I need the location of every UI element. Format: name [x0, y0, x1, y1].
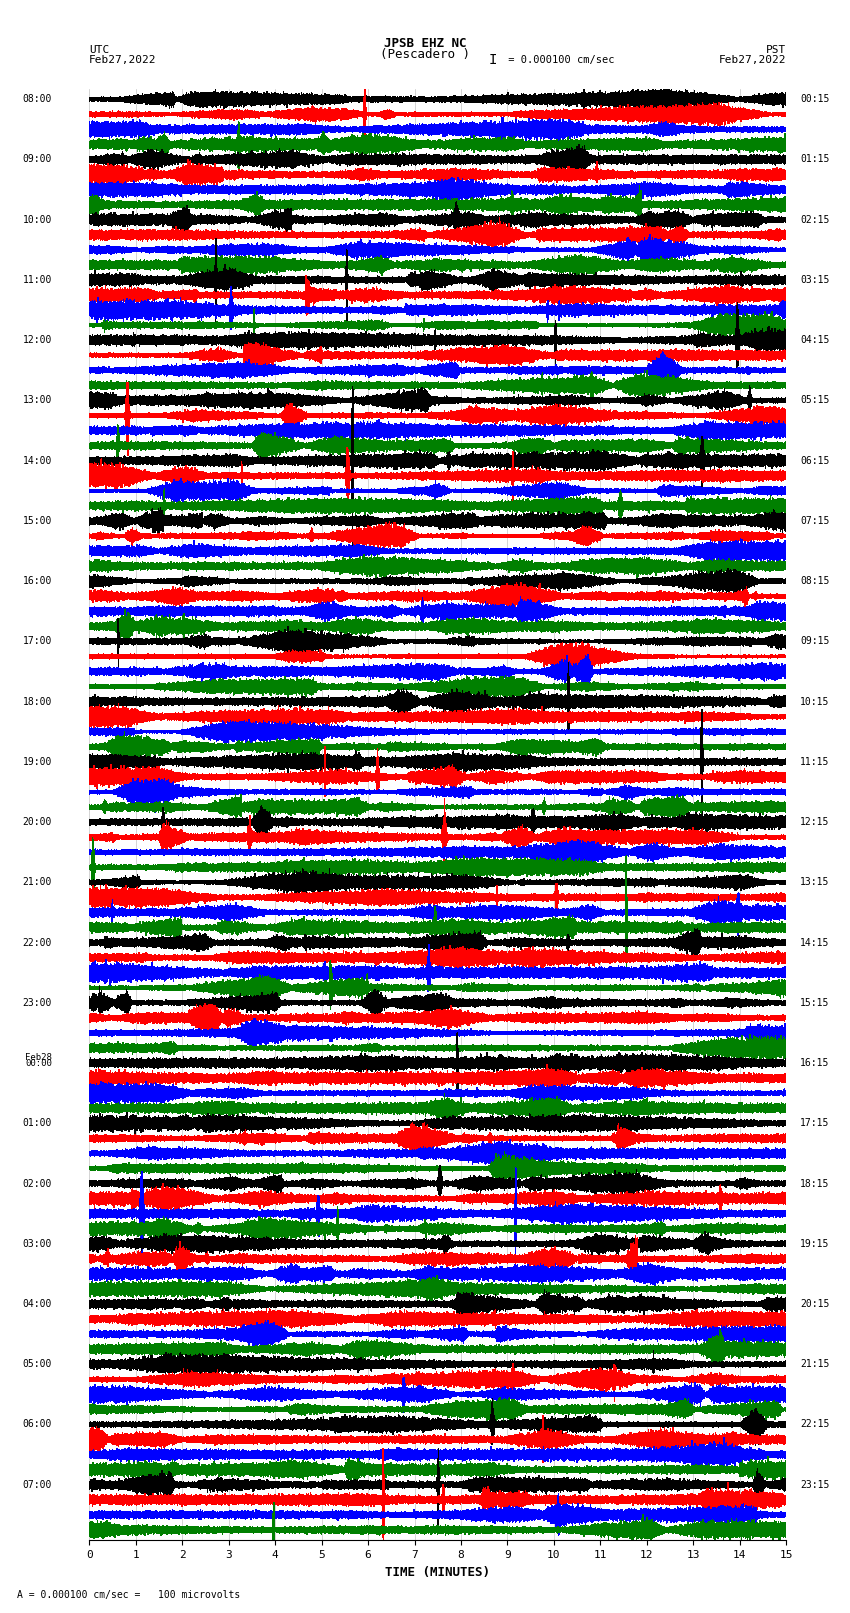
- Text: 04:00: 04:00: [23, 1298, 52, 1310]
- Text: 13:00: 13:00: [23, 395, 52, 405]
- Text: 14:15: 14:15: [800, 937, 830, 947]
- X-axis label: TIME (MINUTES): TIME (MINUTES): [385, 1566, 490, 1579]
- Text: 08:00: 08:00: [23, 94, 52, 105]
- Text: I: I: [489, 53, 497, 66]
- Text: = 0.000100 cm/sec: = 0.000100 cm/sec: [502, 55, 614, 65]
- Text: 16:00: 16:00: [23, 576, 52, 586]
- Text: 19:00: 19:00: [23, 756, 52, 766]
- Text: UTC: UTC: [89, 45, 110, 55]
- Text: 15:15: 15:15: [800, 998, 830, 1008]
- Text: 01:15: 01:15: [800, 155, 830, 165]
- Text: PST: PST: [766, 45, 786, 55]
- Text: 14:00: 14:00: [23, 456, 52, 466]
- Text: 15:00: 15:00: [23, 516, 52, 526]
- Text: 22:00: 22:00: [23, 937, 52, 947]
- Text: 18:15: 18:15: [800, 1179, 830, 1189]
- Text: 11:00: 11:00: [23, 274, 52, 286]
- Text: 08:15: 08:15: [800, 576, 830, 586]
- Text: 20:15: 20:15: [800, 1298, 830, 1310]
- Text: 17:15: 17:15: [800, 1118, 830, 1127]
- Text: 11:15: 11:15: [800, 756, 830, 766]
- Text: 19:15: 19:15: [800, 1239, 830, 1248]
- Text: 12:00: 12:00: [23, 336, 52, 345]
- Text: 10:00: 10:00: [23, 215, 52, 224]
- Text: 00:15: 00:15: [800, 94, 830, 105]
- Text: 06:00: 06:00: [23, 1419, 52, 1429]
- Text: Feb28: Feb28: [26, 1053, 52, 1063]
- Text: 07:15: 07:15: [800, 516, 830, 526]
- Text: 21:00: 21:00: [23, 877, 52, 887]
- Text: 07:00: 07:00: [23, 1479, 52, 1490]
- Text: A = 0.000100 cm/sec =   100 microvolts: A = 0.000100 cm/sec = 100 microvolts: [17, 1590, 241, 1600]
- Text: 03:00: 03:00: [23, 1239, 52, 1248]
- Text: 06:15: 06:15: [800, 456, 830, 466]
- Text: 09:00: 09:00: [23, 155, 52, 165]
- Text: (Pescadero ): (Pescadero ): [380, 48, 470, 61]
- Text: 05:15: 05:15: [800, 395, 830, 405]
- Text: 18:00: 18:00: [23, 697, 52, 706]
- Text: 01:00: 01:00: [23, 1118, 52, 1127]
- Text: 03:15: 03:15: [800, 274, 830, 286]
- Text: Feb27,2022: Feb27,2022: [89, 55, 156, 65]
- Text: JPSB EHZ NC: JPSB EHZ NC: [383, 37, 467, 50]
- Text: 23:15: 23:15: [800, 1479, 830, 1490]
- Text: 02:00: 02:00: [23, 1179, 52, 1189]
- Text: 05:00: 05:00: [23, 1360, 52, 1369]
- Text: 04:15: 04:15: [800, 336, 830, 345]
- Text: 16:15: 16:15: [800, 1058, 830, 1068]
- Text: 23:00: 23:00: [23, 998, 52, 1008]
- Text: 13:15: 13:15: [800, 877, 830, 887]
- Text: 21:15: 21:15: [800, 1360, 830, 1369]
- Text: Feb27,2022: Feb27,2022: [719, 55, 786, 65]
- Text: 02:15: 02:15: [800, 215, 830, 224]
- Text: 09:15: 09:15: [800, 637, 830, 647]
- Text: 00:00: 00:00: [26, 1058, 52, 1068]
- Text: 12:15: 12:15: [800, 818, 830, 827]
- Text: 22:15: 22:15: [800, 1419, 830, 1429]
- Text: 10:15: 10:15: [800, 697, 830, 706]
- Text: 20:00: 20:00: [23, 818, 52, 827]
- Text: 17:00: 17:00: [23, 637, 52, 647]
